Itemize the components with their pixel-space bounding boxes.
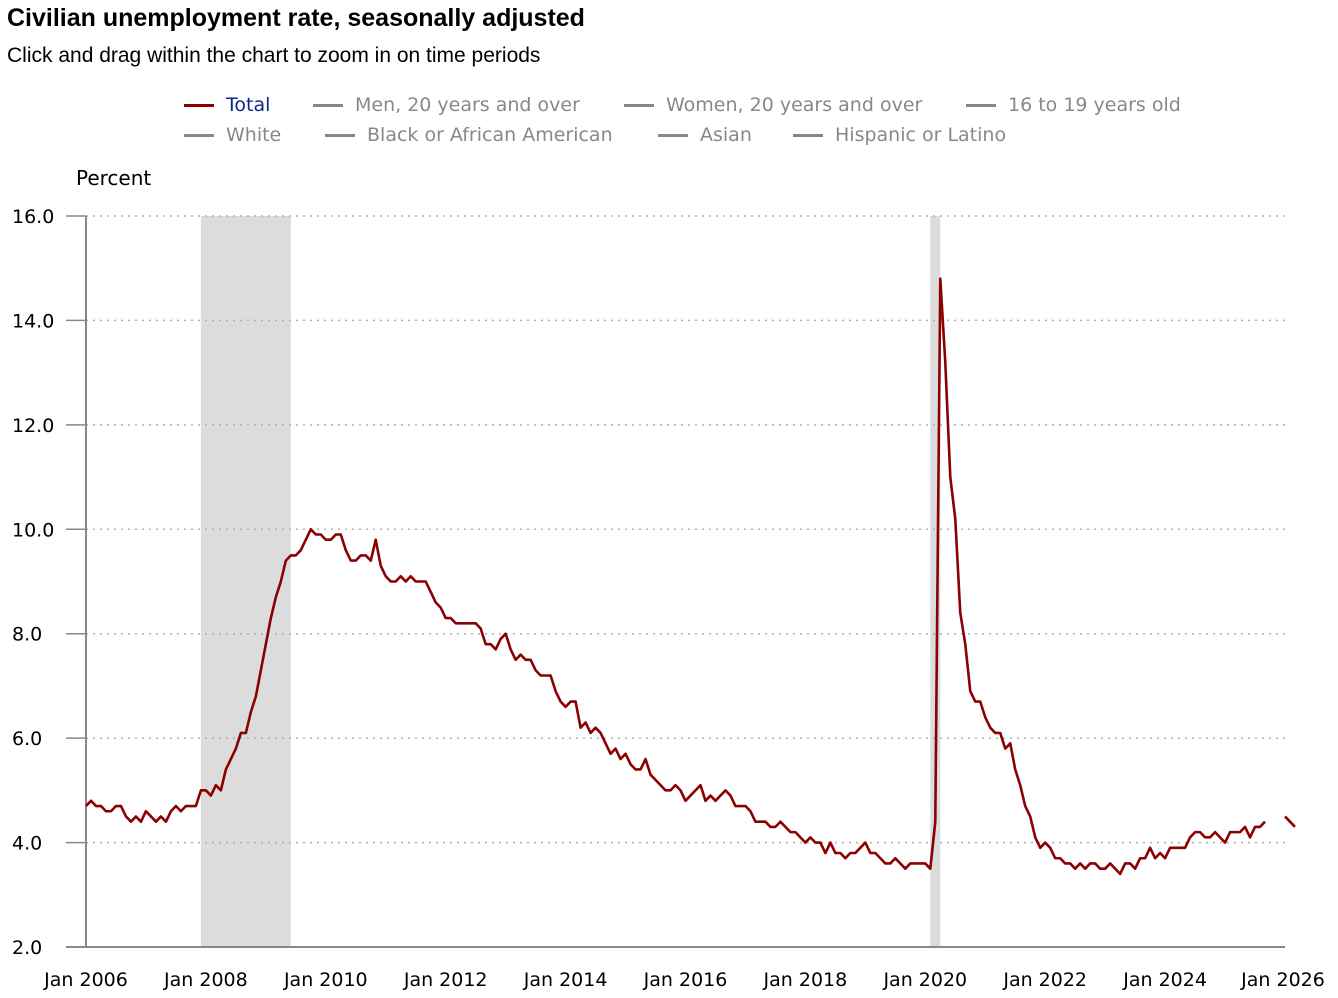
legend-item-men[interactable]: Men, 20 years and over	[313, 93, 580, 117]
legend-swatch	[658, 133, 688, 137]
series-line-total[interactable]	[1284, 815, 1296, 828]
x-tick-label: Jan 2026	[1240, 969, 1325, 991]
y-tick-label: 4.0	[12, 833, 42, 855]
legend-swatch	[184, 103, 214, 107]
x-tick-label: Jan 2024	[1122, 969, 1207, 991]
y-tick-label: 14.0	[12, 310, 54, 332]
legend-item-total[interactable]: Total	[184, 93, 270, 117]
x-tick-label: Jan 2016	[643, 969, 728, 991]
legend-item-black[interactable]: Black or African American	[325, 123, 613, 147]
legend-item-white[interactable]: White	[184, 123, 281, 147]
x-tick-labels: Jan 2006 Jan 2008 Jan 2010 Jan 2012 Jan 2014…	[43, 969, 1325, 991]
legend-label: Women, 20 years and over	[666, 94, 923, 116]
legend-label: Asian	[700, 124, 752, 146]
y-tick-label: 12.0	[12, 415, 54, 437]
legend-swatch	[793, 133, 823, 137]
legend-label: Black or African American	[367, 124, 613, 146]
legend-swatch	[966, 103, 996, 107]
x-tick-label: Jan 2014	[523, 969, 608, 991]
recession-band	[200, 216, 291, 947]
legend-swatch	[184, 133, 214, 137]
y-tick-label: 6.0	[12, 728, 42, 750]
series-line-total[interactable]	[85, 277, 1266, 876]
legend-item-teens[interactable]: 16 to 19 years old	[966, 93, 1181, 117]
legend-label: Men, 20 years and over	[355, 94, 580, 116]
x-tick-label: Jan 2010	[283, 969, 368, 991]
legend-label: Total	[226, 94, 271, 116]
x-tick-label: Jan 2018	[763, 969, 848, 991]
x-tick-label: Jan 2022	[1002, 969, 1087, 991]
x-tick-label: Jan 2008	[163, 969, 248, 991]
legend-item-asian[interactable]: Asian	[658, 123, 752, 147]
y-tick-label: 10.0	[12, 519, 54, 541]
legend-item-women[interactable]: Women, 20 years and over	[624, 93, 922, 117]
axes	[66, 215, 1285, 948]
x-tick-label: Jan 2012	[403, 969, 488, 991]
legend-label: 16 to 19 years old	[1008, 94, 1181, 116]
legend-label: White	[226, 124, 282, 146]
legend-swatch	[313, 103, 343, 107]
recession-shading	[200, 216, 941, 947]
chart-subtitle: Click and drag within the chart to zoom …	[7, 44, 541, 67]
x-tick-label: Jan 2006	[43, 969, 128, 991]
y-tick-label: 8.0	[12, 624, 42, 646]
legend-item-hispanic[interactable]: Hispanic or Latino	[793, 123, 1006, 147]
recession-band	[930, 216, 941, 947]
y-tick-label: 2.0	[12, 937, 42, 959]
x-tick-label: Jan 2020	[882, 969, 967, 991]
y-tick-label: 16.0	[12, 206, 54, 228]
legend-swatch	[624, 103, 654, 107]
legend-swatch	[325, 133, 355, 137]
legend-label: Hispanic or Latino	[835, 124, 1007, 146]
chart-title: Civilian unemployment rate, seasonally a…	[7, 4, 585, 32]
y-axis-title: Percent	[76, 166, 152, 190]
series-layer[interactable]	[85, 277, 1296, 876]
y-tick-labels: 2.0 4.0 6.0 8.0 10.0 12.0 14.0 16.0	[12, 206, 54, 959]
